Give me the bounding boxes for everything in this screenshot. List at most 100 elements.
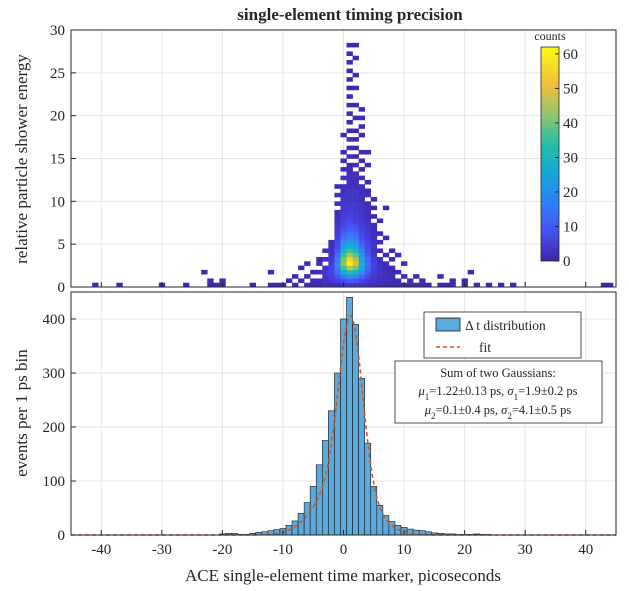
heatmap-cell <box>364 252 372 258</box>
heatmap-cell <box>298 265 305 271</box>
heatmap-cell <box>267 269 275 275</box>
heatmap-cell <box>382 261 390 266</box>
heatmap-cell <box>358 175 365 181</box>
histogram-bar <box>328 410 335 536</box>
heatmap-cell <box>352 257 359 262</box>
heatmap-cell <box>376 239 384 245</box>
heatmap-cell <box>346 269 353 275</box>
heatmap-cell <box>316 257 323 262</box>
histogram-x-tick-label: -10 <box>273 542 293 558</box>
heatmap-cell <box>467 269 474 275</box>
heatmap-cell <box>346 85 353 91</box>
colorbar-gradient <box>540 46 560 262</box>
heatmap-cell <box>352 85 359 91</box>
heatmap-cell <box>358 235 365 241</box>
heatmap-cell <box>346 111 353 116</box>
heatmap-cell <box>340 274 347 279</box>
heatmap-y-tick-label: 5 <box>58 237 66 253</box>
heatmap-cell <box>346 201 353 206</box>
heatmap-cell <box>346 209 353 215</box>
heatmap-cell <box>376 265 384 271</box>
heatmap-y-axis-label: relative particle shower energy <box>12 54 31 264</box>
heatmap-cell <box>358 209 365 215</box>
histogram-x-tick-label: 30 <box>518 542 533 558</box>
heatmap-cell <box>352 197 359 202</box>
heatmap-cell <box>352 55 359 61</box>
histogram-x-ticks: -40 -30 -20 -10 0 10 20 30 40 <box>91 530 593 558</box>
heatmap-cell <box>352 282 359 288</box>
heatmap-cell <box>340 132 347 138</box>
heatmap-cell <box>334 222 341 228</box>
fit-sigma2: σ2=4.1±0.5 ps <box>501 403 571 421</box>
heatmap-cell <box>201 269 208 275</box>
heatmap-cell <box>346 68 353 74</box>
heatmap-cell <box>370 239 378 245</box>
heatmap-cell <box>322 265 329 271</box>
fit-mu2: μ2=0.1±0.4 ps <box>424 403 495 421</box>
heatmap-cell <box>358 222 365 228</box>
heatmap-cell <box>334 214 341 219</box>
heatmap-cell <box>334 227 341 232</box>
heatmap-cell <box>370 257 378 262</box>
heatmap-y-tick-label: 0 <box>58 280 66 296</box>
heatmap-cell <box>352 239 359 245</box>
heatmap-cell <box>346 261 353 266</box>
heatmap-cell <box>346 274 353 279</box>
colorbar: counts 0 10 20 30 40 50 60 <box>534 29 578 270</box>
heatmap-cell <box>352 252 359 258</box>
heatmap-cell <box>352 184 359 189</box>
heatmap-cell <box>358 184 365 189</box>
heatmap-cell <box>352 227 359 232</box>
heatmap-cell <box>352 115 359 121</box>
histogram-bar <box>376 504 384 536</box>
heatmap-cell <box>340 167 347 172</box>
heatmap-cell <box>346 235 353 241</box>
heatmap-cell <box>340 252 347 258</box>
heatmap-cell <box>346 188 353 194</box>
heatmap-cell <box>382 278 390 284</box>
heatmap-cell <box>328 244 335 249</box>
heatmap-cell <box>358 218 365 224</box>
heatmap-cell <box>334 184 341 189</box>
heatmap-cell <box>346 282 353 288</box>
heatmap-cell <box>352 269 359 275</box>
heatmap-cell <box>370 222 378 228</box>
heatmap-cell <box>382 274 390 279</box>
heatmap-cell <box>346 218 353 224</box>
heatmap-cell <box>346 244 353 249</box>
heatmap-cell <box>358 239 365 245</box>
heatmap-cell <box>340 184 347 189</box>
heatmap-cell <box>316 282 323 288</box>
heatmap-cell <box>352 42 359 48</box>
heatmap-cell <box>352 102 359 108</box>
heatmap-cell <box>213 282 220 288</box>
heatmap-cell <box>340 265 347 271</box>
heatmap-cell <box>316 269 323 275</box>
heatmap-cell <box>376 257 384 262</box>
heatmap-cell <box>370 265 378 271</box>
heatmap-cell <box>340 269 347 275</box>
heatmap-cell <box>449 278 456 284</box>
heatmap-cell <box>322 257 329 262</box>
heatmap-cell <box>370 282 378 288</box>
colorbar-tick-label: 0 <box>563 254 571 270</box>
heatmap-cell <box>401 274 408 279</box>
heatmap-cell <box>346 227 353 232</box>
histogram-bar <box>352 324 359 536</box>
heatmap-y-tick-label: 30 <box>50 23 65 39</box>
heatmap-cell <box>358 158 365 164</box>
heatmap-cell <box>437 282 444 288</box>
heatmap-cell <box>394 252 402 258</box>
heatmap-cell <box>407 278 414 284</box>
heatmap-cell <box>364 265 372 271</box>
heatmap-cell <box>419 282 426 288</box>
heatmap-cell <box>340 231 347 236</box>
heatmap-cell <box>346 239 353 245</box>
heatmap-cell <box>376 282 384 288</box>
heatmap-cell <box>328 274 335 279</box>
heatmap-cell <box>334 201 341 206</box>
heatmap-cell <box>352 188 359 194</box>
heatmap-cell <box>352 218 359 224</box>
heatmap-cell <box>358 167 365 172</box>
colorbar-tick-label: 50 <box>563 81 578 97</box>
